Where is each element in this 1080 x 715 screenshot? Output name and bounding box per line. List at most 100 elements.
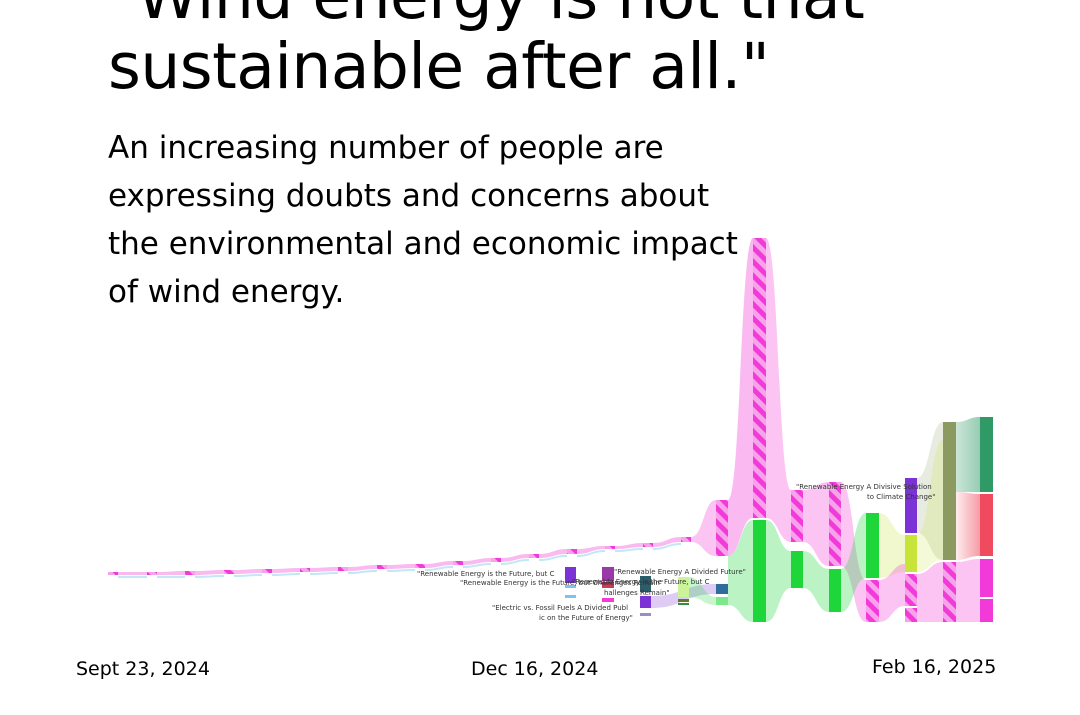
annotation-4: "Renewable Energy is the Future, but C <box>572 578 710 586</box>
flow-pink <box>956 559 980 622</box>
flow-layer <box>118 238 980 622</box>
node-purple <box>640 596 651 608</box>
node-pink-early <box>605 546 615 549</box>
flow-lime <box>879 513 905 578</box>
node-pink-early <box>224 570 234 574</box>
node-pink-early <box>491 558 501 562</box>
flow-pink <box>766 238 791 542</box>
flow-pink <box>577 546 605 554</box>
x-label-start: Sept 23, 2024 <box>76 658 210 680</box>
node-magenta-dark <box>602 567 614 581</box>
flow-pink <box>463 558 491 565</box>
node-pink-early <box>529 554 539 558</box>
flow-pink <box>653 537 681 547</box>
flow-thin-blue <box>425 566 453 571</box>
flow-pink <box>615 543 643 549</box>
flow-pink <box>917 562 943 622</box>
flow-thin-blue <box>615 548 643 552</box>
flow-pink <box>425 561 453 568</box>
annotation-7: ic on the Future of Energy" <box>539 614 633 622</box>
flow-teal <box>956 417 980 492</box>
flow-thin-blue <box>501 559 529 565</box>
node-green <box>829 569 841 612</box>
annotation-9: to Climate Change" <box>867 493 935 501</box>
flow-pink <box>118 572 147 575</box>
page-subtitle: An increasing number of people are expre… <box>108 130 738 310</box>
node-green-big <box>753 520 766 622</box>
node-blue <box>716 584 728 594</box>
flow-lime <box>917 440 943 572</box>
annotation-1: "Renewable Energy is the Future, but C <box>417 570 555 578</box>
node-pink-early <box>262 569 272 573</box>
node-pink <box>943 562 956 622</box>
flow-green <box>689 577 716 605</box>
node-pink-spike <box>753 238 766 518</box>
flow-pink-spike <box>728 238 753 556</box>
node-pink <box>905 608 917 622</box>
node-green-small <box>678 603 689 605</box>
node-green <box>791 551 803 588</box>
page-title: "Wind energy is not that sustainable aft… <box>108 0 1008 102</box>
node-red-small <box>602 582 614 588</box>
node-blue-small <box>565 595 576 598</box>
node-olive-small <box>678 599 689 602</box>
node-purple <box>905 478 917 533</box>
node-teal-dark <box>640 576 651 592</box>
node-teal <box>980 417 993 492</box>
node-lime-light <box>678 577 689 597</box>
title-line-2: sustainable after all." <box>108 30 770 103</box>
node-pink-small <box>602 598 614 602</box>
node-pink-early <box>415 564 425 568</box>
node-red <box>980 494 993 556</box>
flow-pink <box>879 564 905 622</box>
flow-pink <box>803 482 829 566</box>
flow-thin-blue <box>653 543 681 550</box>
node-pink-early <box>681 537 691 542</box>
title-line-1: "Wind energy is not that <box>108 0 865 33</box>
flow-pink <box>539 549 567 558</box>
node-green-light <box>716 597 728 605</box>
flow-pink <box>387 564 415 569</box>
flow-thin-blue <box>539 555 567 561</box>
node-pink <box>829 482 841 566</box>
annotation-layer: "Renewable Energy is the Future, but C "… <box>417 483 935 622</box>
node-pink-solid <box>980 599 993 622</box>
x-label-end: Feb 16, 2025 <box>872 656 997 678</box>
flow-thin-blue <box>463 563 491 568</box>
node-pink-mid <box>716 500 728 556</box>
node-pink-solid <box>980 559 993 597</box>
x-label-mid: Dec 16, 2024 <box>471 658 599 680</box>
flow-thin-blue <box>577 550 605 557</box>
node-lime <box>905 535 917 572</box>
flow-pink <box>310 567 338 572</box>
node-pink-early <box>147 572 157 575</box>
flow-thin-blue <box>234 574 262 577</box>
flow-thin-blue <box>310 572 338 575</box>
node-layer <box>108 238 993 622</box>
annotation-6: "Electric vs. Fossil Fuels A Divided Pub… <box>492 604 628 612</box>
node-blue-small <box>565 585 576 588</box>
annotation-5: hallenges Remain" <box>604 589 670 597</box>
node-pink-early <box>338 567 348 571</box>
flow-green <box>803 551 829 612</box>
flow-thin-blue <box>272 573 300 576</box>
flow-pink <box>841 482 866 622</box>
node-pink-early <box>185 571 195 575</box>
node-pink-early <box>108 572 118 575</box>
node-pink <box>866 580 879 622</box>
flow-thin-blue <box>118 576 147 578</box>
node-pink-early <box>300 568 310 572</box>
node-pink-early <box>567 549 577 554</box>
node-pink-early <box>643 543 653 547</box>
flow-olive <box>917 422 943 560</box>
node-pink-early <box>377 565 387 569</box>
flow-thin-blue <box>348 570 377 574</box>
flow-green <box>728 520 753 622</box>
node-lavender-small <box>640 613 651 616</box>
annotation-3: "Renewable Energy A Divided Future" <box>614 568 746 576</box>
flow-thin-blue <box>387 569 415 572</box>
flow-green <box>766 520 791 622</box>
node-pink-early <box>453 561 463 565</box>
node-pink <box>905 574 917 606</box>
